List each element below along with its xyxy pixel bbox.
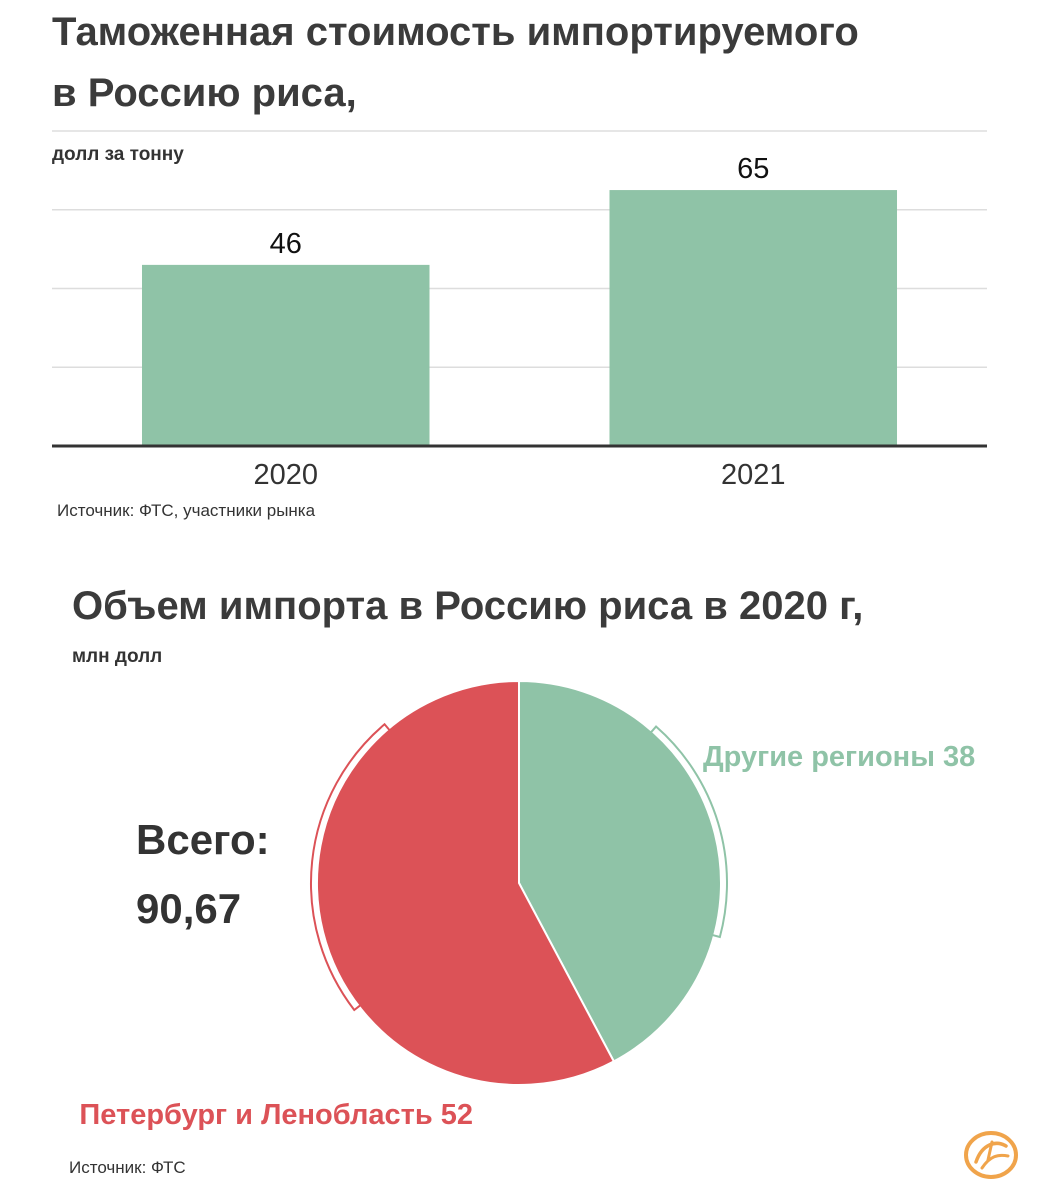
logo-icon — [964, 1131, 1018, 1179]
pie-slice — [316, 679, 616, 1086]
pie-label-bracket — [650, 725, 728, 939]
bar-chart-subtitle: долл за тонну — [52, 144, 184, 165]
pie-total-value: 90,67 — [136, 885, 242, 932]
bar-chart-title: Таможенная стоимость импортируемого в Ро… — [52, 8, 1012, 117]
pie-chart-source: Источник: ФТС — [69, 1158, 186, 1177]
pie-chart-subtitle: млн долл — [72, 646, 163, 667]
pie-slice-label: Другие регионы 38 — [703, 741, 975, 773]
pie-total-label: Всего: — [136, 816, 270, 863]
pie-chart: Другие регионы 38 Петербург и Ленобласть … — [79, 679, 975, 1131]
bar-value-label: 46 — [270, 228, 302, 260]
bar-chart-source: Источник: ФТС, участники рынка — [57, 501, 316, 520]
pie-slice — [518, 679, 722, 1063]
bar-chart-title-line2: в Россию риса, — [52, 71, 357, 115]
pie-total: Всего: 90,67 — [136, 808, 270, 940]
pie-slice-label: Петербург и Ленобласть 52 — [79, 1099, 473, 1131]
pie-label-bracket — [310, 722, 391, 1012]
x-tick-label: 2021 — [721, 459, 786, 491]
x-tick-label: 2020 — [253, 459, 318, 491]
bar-chart: 46 65 2020 2021 — [52, 130, 987, 491]
pie-chart-title: Объем импорта в Россию риса в 2020 г, — [72, 584, 864, 628]
bar-value-label: 65 — [737, 153, 769, 185]
bar-2021 — [609, 190, 898, 446]
bar-2020 — [141, 264, 430, 446]
bar-chart-title-line1: Таможенная стоимость импортируемого — [52, 10, 859, 54]
